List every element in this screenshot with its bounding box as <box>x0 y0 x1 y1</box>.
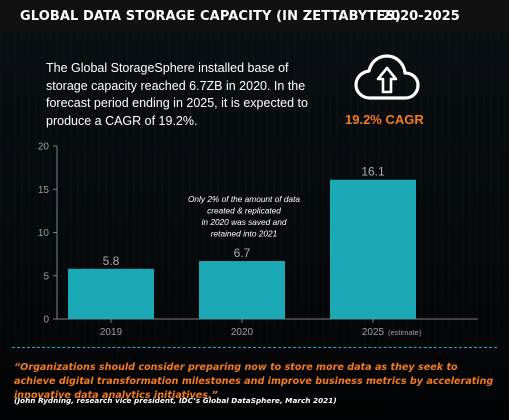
y-tick-label: 10 <box>38 228 50 239</box>
cagr-label: 19.2% CAGR <box>345 112 424 127</box>
divider <box>12 347 497 348</box>
x-tick-label: 2025 <box>362 327 385 338</box>
bar-2025 <box>330 179 416 319</box>
annotation-line: Only 2% of the amount of data <box>188 194 300 204</box>
chart-annotation: Only 2% of the amount of data created & r… <box>188 194 300 239</box>
bar-2019 <box>68 268 154 319</box>
y-tick-label: 0 <box>43 315 49 326</box>
chart-title: GLOBAL DATA STORAGE CAPACITY (IN ZETTABY… <box>20 9 401 24</box>
x-tick-label: 2020 <box>231 327 254 338</box>
year-range: 2020-2025 <box>382 9 460 24</box>
header-bar: GLOBAL DATA STORAGE CAPACITY (IN ZETTABY… <box>0 0 509 32</box>
cloud-upload-icon <box>354 54 420 100</box>
bar-value-label: 6.7 <box>234 246 251 260</box>
y-tick-label: 5 <box>43 271 49 282</box>
x-tick-label: 2019 <box>100 327 123 338</box>
annotation-line: in 2020 was saved and <box>202 217 287 227</box>
y-tick-label: 20 <box>38 142 50 153</box>
y-tick-label: 15 <box>38 185 50 196</box>
quote-text: “Organizations should consider preparing… <box>14 362 494 401</box>
quote-attribution: (John Rydning, research vice president, … <box>14 396 337 405</box>
bar-chart: 0 5 10 15 20 5.8 2019 6.7 2020 16.1 2025 (estimate)… <box>38 142 478 338</box>
bar-value-label: 5.8 <box>103 254 120 268</box>
bar-value-label: 16.1 <box>361 165 385 179</box>
annotation-line: retained into 2021 <box>211 229 277 239</box>
bar-2020 <box>199 261 285 319</box>
x-tick-note: (estimate) <box>388 328 422 337</box>
summary-text: The Global StorageSphere installed base … <box>46 61 308 128</box>
annotation-line: created & replicated <box>207 206 281 216</box>
